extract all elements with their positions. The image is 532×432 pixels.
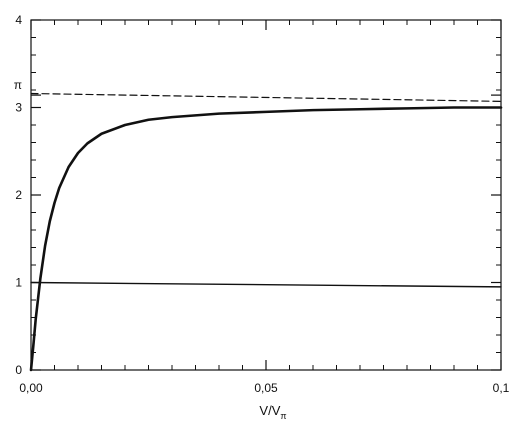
- major-ticks: [30, 19, 502, 371]
- series-line-dashed: [30, 92, 502, 102]
- x-axis-title: V/Vπ: [259, 403, 286, 421]
- y-tick-label: 3: [15, 101, 22, 115]
- x-tick-labels: 0,00 0,05 0,1: [19, 381, 509, 395]
- x-tick-label: 0,1: [493, 381, 510, 395]
- minor-ticks: [30, 19, 502, 371]
- y-tick-labels: 0 1 2 3 π 4: [14, 13, 23, 377]
- series-line-solid-thick: [29, 106, 503, 372]
- x-tick-label: 0,00: [19, 381, 43, 395]
- y-tick-label: 1: [15, 276, 22, 290]
- x-tick-label: 0,05: [254, 381, 278, 395]
- y-tick-label: 4: [15, 13, 22, 27]
- series-layer: [29, 92, 503, 372]
- plot-frame: [30, 19, 502, 371]
- y-tick-label: 0: [15, 363, 22, 377]
- y-tick-label: 2: [15, 188, 22, 202]
- x-axis-title-main: V/V: [259, 403, 280, 418]
- x-axis-title-subscript: π: [280, 411, 286, 421]
- series-line-solid-thin: [30, 281, 502, 288]
- y-tick-label: π: [14, 78, 22, 92]
